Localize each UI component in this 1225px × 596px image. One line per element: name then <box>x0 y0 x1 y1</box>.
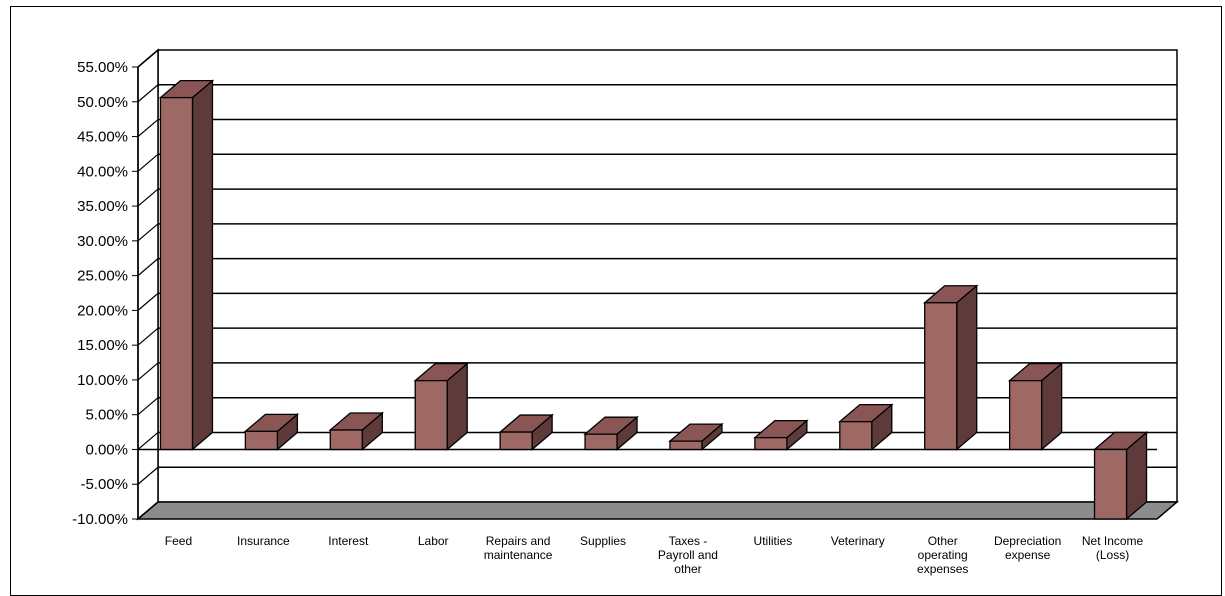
gridline-side <box>137 223 159 242</box>
gridline-side <box>137 501 159 520</box>
x-tick-label: Veterinary <box>831 534 885 548</box>
x-tick-label: Other operating expenses <box>917 534 968 576</box>
y-tick-label: 50.00% <box>77 94 128 111</box>
x-tick-label: Utilities <box>754 534 793 548</box>
gridline-side <box>137 432 159 450</box>
bar <box>414 379 448 451</box>
y-tick-label: -10.00% <box>72 511 128 528</box>
gridline-side <box>137 292 159 311</box>
gridline-side <box>137 49 159 68</box>
x-tick-label: Net Income (Loss) <box>1082 534 1144 562</box>
x-tick-label: Insurance <box>237 534 290 548</box>
gridline-side <box>137 188 159 207</box>
y-tick-label: 20.00% <box>77 302 128 319</box>
x-tick-label: Repairs and maintenance <box>484 534 553 562</box>
y-tick-label: 45.00% <box>77 129 128 146</box>
bar <box>839 420 873 451</box>
y-tick-label: 40.00% <box>77 163 128 180</box>
y-tick-label: 15.00% <box>77 337 128 354</box>
back-wall <box>157 49 1178 503</box>
x-tick-label: Supplies <box>580 534 626 548</box>
bar <box>499 431 533 451</box>
gridline-side <box>137 397 159 416</box>
bar <box>329 429 363 451</box>
bar-side <box>191 79 214 451</box>
gridline-side <box>137 327 159 346</box>
bar <box>754 436 788 451</box>
bar <box>584 433 618 451</box>
y-tick-label: 55.00% <box>77 59 128 76</box>
bar <box>1093 448 1128 520</box>
x-tick-label: Taxes -Payroll and other <box>658 534 718 576</box>
side-wall <box>137 48 159 521</box>
y-tick-label: 5.00% <box>85 407 128 424</box>
x-tick-label: Labor <box>418 534 449 548</box>
bar <box>244 430 279 451</box>
gridline-side <box>137 84 159 103</box>
x-tick-label: Feed <box>165 534 192 548</box>
bar <box>159 96 194 451</box>
bar <box>924 302 958 451</box>
y-tick-label: -5.00% <box>80 476 128 493</box>
bar <box>1008 379 1043 451</box>
y-tick-label: 35.00% <box>77 198 128 215</box>
x-tick-label: Interest <box>328 534 369 548</box>
bar <box>669 440 703 451</box>
y-tick-label: 30.00% <box>77 233 128 250</box>
gridline-side <box>137 466 159 485</box>
y-tick-label: 0.00% <box>85 441 128 458</box>
gridline-side <box>137 362 159 381</box>
gridline-side <box>137 153 159 172</box>
y-tick-label: 25.00% <box>77 268 128 285</box>
bar-side <box>956 284 978 451</box>
floor <box>135 501 1180 520</box>
y-tick-label: 10.00% <box>77 372 128 389</box>
x-tick-label: Depreciation expense <box>994 534 1061 562</box>
gridline-side <box>137 119 159 137</box>
gridline-side <box>137 258 159 277</box>
